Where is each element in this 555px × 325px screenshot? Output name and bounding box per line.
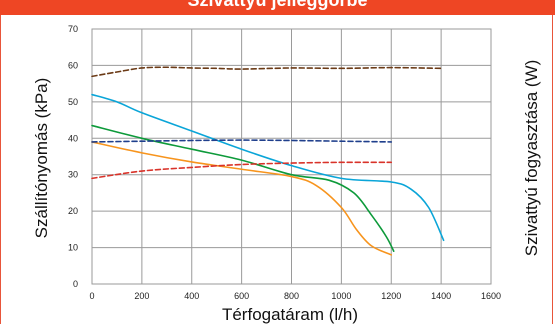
series-line-1: [91, 93, 445, 242]
grid: [91, 28, 492, 285]
tick-labels: 0 200 400 600 800 1000 1200 1400 1600 0 10 20 30 40 50…: [68, 24, 501, 301]
series-line-4: [91, 66, 442, 78]
x-tick-label: 1400: [431, 291, 451, 301]
x-tick-label: 400: [184, 291, 199, 301]
series-line-3: [91, 141, 393, 256]
header-bar: Szivattyú jelleggörbe: [0, 0, 555, 15]
x-tick-label: 0: [89, 291, 94, 301]
y-tick-label: 20: [68, 206, 78, 216]
y-tick-label: 40: [68, 133, 78, 143]
plot-area-border: [91, 28, 492, 285]
y2-axis-title: Szivattyú fogyasztása (W): [522, 60, 541, 257]
x-tick-label: 1000: [331, 291, 351, 301]
x-tick-label: 1200: [381, 291, 401, 301]
x-tick-label: 800: [284, 291, 299, 301]
x-tick-label: 600: [234, 291, 249, 301]
series-line-2: [91, 124, 395, 253]
series-line-5: [91, 139, 393, 143]
y-tick-label: 0: [73, 279, 78, 289]
y-tick-label: 30: [68, 170, 78, 180]
series-group: [91, 66, 445, 256]
x-tick-label: 1600: [481, 291, 501, 301]
series-line-6: [91, 161, 393, 180]
y-tick-label: 50: [68, 97, 78, 107]
y-tick-label: 10: [68, 243, 78, 253]
y-tick-label: 70: [68, 24, 78, 34]
chart-header-title: Szivattyú jelleggörbe: [187, 0, 368, 10]
x-tick-label: 200: [134, 291, 149, 301]
x-axis-title: Térfogatáram (l/h): [222, 305, 358, 324]
y-tick-label: 60: [68, 60, 78, 70]
y-axis-title: Szállítónyomás (kPa): [32, 78, 51, 239]
